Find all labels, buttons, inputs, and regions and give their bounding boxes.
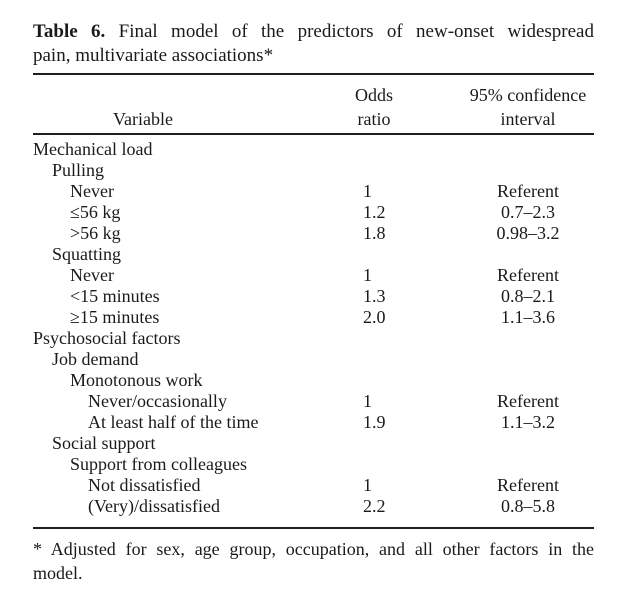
row-variable-label: Pulling: [52, 160, 105, 180]
row-variable-label: Job demand: [52, 349, 139, 369]
table-caption-label: Table 6.: [33, 21, 106, 42]
table-row: ≤56 kg 1.2 0.7–2.3: [33, 202, 594, 223]
table-row: Not dissatisfied 1 Referent: [33, 475, 594, 496]
table-row: <15 minutes 1.3 0.8–2.1: [33, 286, 594, 307]
table-row: Social support: [33, 433, 594, 454]
row-variable-label: Squatting: [52, 244, 122, 264]
table-row: Psychosocial factors: [33, 328, 594, 349]
table-row: >56 kg 1.8 0.98–3.2: [33, 223, 594, 244]
table-row: Never 1 Referent: [33, 265, 594, 286]
table-row: Mechanical load: [33, 139, 594, 160]
table-row: Never/occasionally 1 Referent: [33, 391, 594, 412]
row-variable-label: ≤56 kg: [70, 202, 121, 222]
row-confidence-interval-value: Referent: [497, 181, 559, 201]
row-confidence-interval-value: 1.1–3.6: [501, 307, 555, 327]
row-odds-ratio-value: 1: [363, 181, 372, 201]
table-row: Job demand: [33, 349, 594, 370]
row-odds-ratio-value: 1.8: [363, 223, 386, 243]
table-footnote-line1: * Adjusted for sex, age group, occupatio…: [33, 539, 594, 559]
row-odds-ratio-value: 1.3: [363, 286, 386, 306]
row-variable-label: Social support: [52, 433, 156, 453]
table-footnote: * Adjusted for sex, age group, occupatio…: [33, 537, 594, 585]
table-footnote-line2: model.: [33, 563, 83, 583]
column-header-ci-line1: 95% confidence: [469, 85, 587, 105]
table-header-rule: [33, 133, 594, 135]
table-row: (Very)/dissatisfied 2.2 0.8–5.8: [33, 496, 594, 517]
column-header-odds-line2: ratio: [357, 109, 391, 129]
table-bottom-rule: [33, 527, 594, 529]
table-row: At least half of the time 1.9 1.1–3.2: [33, 412, 594, 433]
row-confidence-interval-value: 0.8–2.1: [501, 286, 555, 306]
table-row: Support from colleagues: [33, 454, 594, 475]
row-variable-label: (Very)/dissatisfied: [88, 496, 220, 516]
row-confidence-interval-value: 1.1–3.2: [501, 412, 555, 432]
row-odds-ratio-value: 1.2: [363, 202, 386, 222]
row-odds-ratio-value: 1: [363, 475, 372, 495]
row-confidence-interval-value: 0.8–5.8: [501, 496, 555, 516]
column-header-odds-line1: Odds: [354, 85, 393, 105]
table-caption-line2: pain, multivariate associations*: [33, 45, 274, 66]
table-body: Mechanical load Pulling Never 1 Referent…: [33, 139, 594, 517]
row-variable-label: Support from colleagues: [70, 454, 247, 474]
row-variable-label: ≥15 minutes: [70, 307, 160, 327]
row-variable-label: Never/occasionally: [88, 391, 227, 411]
column-header-variable: Variable: [113, 109, 173, 129]
column-header-confidence-interval: 95% confidence interval: [453, 83, 603, 131]
row-odds-ratio-value: 2.0: [363, 307, 386, 327]
row-odds-ratio-value: 1: [363, 265, 372, 285]
row-variable-label: At least half of the time: [88, 412, 259, 432]
column-header-ci-line2: interval: [500, 109, 556, 129]
row-variable-label: Never: [70, 181, 114, 201]
table-row: Monotonous work: [33, 370, 594, 391]
row-variable-label: Mechanical load: [33, 139, 153, 159]
table-row: ≥15 minutes 2.0 1.1–3.6: [33, 307, 594, 328]
row-odds-ratio-value: 1: [363, 391, 372, 411]
table-row: Squatting: [33, 244, 594, 265]
row-confidence-interval-value: Referent: [497, 475, 559, 495]
row-variable-label: <15 minutes: [70, 286, 160, 306]
row-variable-label: Never: [70, 265, 114, 285]
row-variable-label: Monotonous work: [70, 370, 203, 390]
table-caption: Table 6. Final model of the predictors o…: [33, 20, 594, 68]
row-confidence-interval-value: Referent: [497, 391, 559, 411]
row-confidence-interval-value: 0.7–2.3: [501, 202, 555, 222]
row-confidence-interval-value: 0.98–3.2: [496, 223, 560, 243]
row-variable-label: Psychosocial factors: [33, 328, 181, 348]
row-confidence-interval-value: Referent: [497, 265, 559, 285]
table-caption-line1: Table 6. Final model of the predictors o…: [33, 20, 594, 44]
table-row: Pulling: [33, 160, 594, 181]
table-caption-text: Final model of the predictors of new-ons…: [118, 21, 594, 42]
row-odds-ratio-value: 1.9: [363, 412, 386, 432]
row-odds-ratio-value: 2.2: [363, 496, 386, 516]
column-header-odds-ratio: Odds ratio: [333, 83, 415, 131]
row-variable-label: >56 kg: [70, 223, 121, 243]
table-row: Never 1 Referent: [33, 181, 594, 202]
table-header-row: Variable Odds ratio 95% confidence inter…: [33, 83, 594, 131]
table-top-rule: [33, 73, 594, 75]
row-variable-label: Not dissatisfied: [88, 475, 201, 495]
